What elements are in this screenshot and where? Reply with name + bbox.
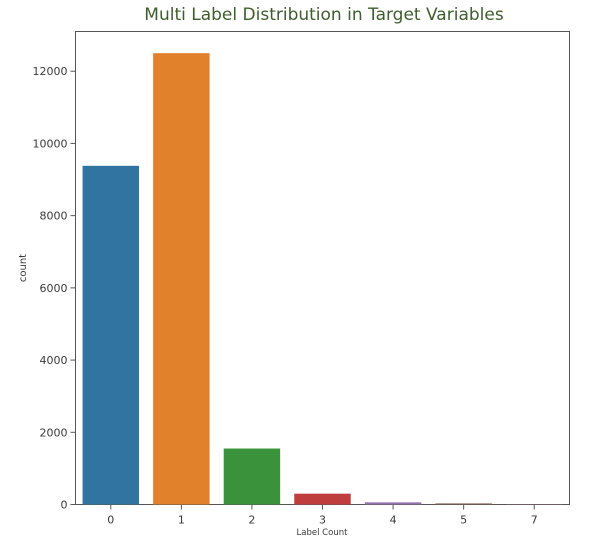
y-tick-label: 4000 bbox=[40, 354, 68, 367]
bar-5 bbox=[435, 503, 492, 505]
y-axis-label: count bbox=[18, 254, 29, 282]
x-tick-label-5: 5 bbox=[460, 514, 467, 527]
x-tick-label-1: 1 bbox=[178, 514, 185, 527]
y-tick-label: 8000 bbox=[40, 210, 68, 223]
x-tick-label-2: 2 bbox=[248, 514, 255, 527]
x-tick-label-7: 7 bbox=[531, 514, 538, 527]
y-tick-label: 0 bbox=[61, 499, 68, 512]
bar-2 bbox=[223, 448, 281, 505]
y-tick-label: 2000 bbox=[40, 426, 68, 439]
plot-area bbox=[75, 31, 570, 505]
bar-1 bbox=[153, 53, 210, 505]
x-axis: 0 1 2 3 4 5 7 bbox=[107, 504, 538, 527]
x-axis-label: Label Count bbox=[297, 528, 349, 538]
y-tick-label: 10000 bbox=[33, 137, 68, 150]
y-tick-label: 6000 bbox=[40, 282, 68, 295]
x-tick-label-4: 4 bbox=[390, 514, 397, 527]
x-tick-label-3: 3 bbox=[319, 514, 326, 527]
bars bbox=[82, 53, 563, 505]
y-tick-label: 12000 bbox=[33, 65, 68, 78]
y-axis: 0 2000 4000 6000 8000 10000 12000 bbox=[33, 65, 76, 512]
chart-title: Multi Label Distribution in Target Varia… bbox=[144, 5, 504, 25]
bar-0 bbox=[82, 165, 140, 505]
bar-4 bbox=[364, 502, 422, 505]
x-tick-label-0: 0 bbox=[107, 514, 114, 527]
bar-3 bbox=[294, 493, 351, 505]
